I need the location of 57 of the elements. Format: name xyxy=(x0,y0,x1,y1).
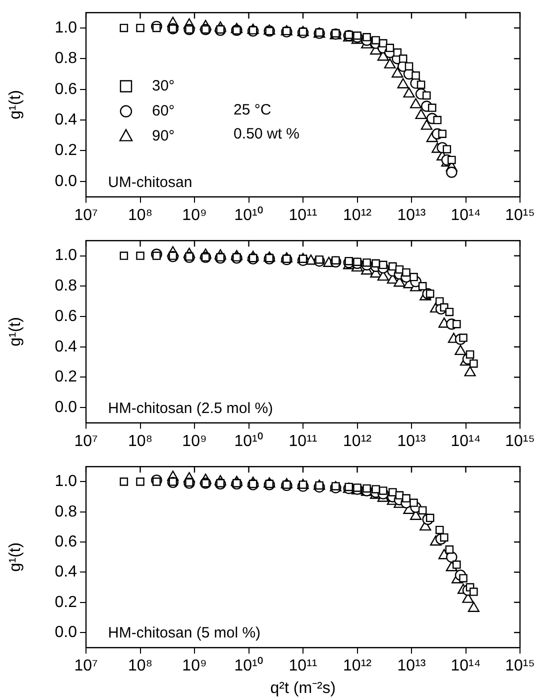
x-tick-label: 10¹³ xyxy=(397,432,426,450)
x-tick-label: 10¹⁴ xyxy=(450,658,481,675)
x-tick-label: 10⁷ xyxy=(74,206,98,224)
y-tick-label: 0.8 xyxy=(54,50,78,68)
y-axis-title: g¹(t) xyxy=(7,317,24,346)
x-tick-label: 10⁷ xyxy=(74,432,98,450)
x-tick-label: 10¹³ xyxy=(397,206,426,224)
y-tick-label: 0.2 xyxy=(54,368,78,386)
annotation: 25 °C xyxy=(234,101,272,118)
x-tick-label: 10⁹ xyxy=(182,206,207,224)
x-tick-label: 10¹⁰ xyxy=(234,206,264,224)
y-tick-label: 1.0 xyxy=(54,19,78,36)
y-tick-label: 0.8 xyxy=(54,503,78,520)
x-tick-label: 10⁸ xyxy=(128,432,153,450)
y-tick-label: 1.0 xyxy=(54,247,78,264)
y-axis-title: g¹(t) xyxy=(7,90,24,120)
x-tick-label: 10¹⁴ xyxy=(450,206,481,224)
annotation: HM-chitosan (2.5 mol %) xyxy=(108,400,274,417)
y-tick-label: 0.2 xyxy=(54,594,78,611)
x-tick-label: 10¹⁵ xyxy=(505,658,535,675)
x-axis-title: q²t (m⁻²s) xyxy=(270,680,336,697)
x-tick-label: 10⁹ xyxy=(182,432,207,450)
y-tick-label: 1.0 xyxy=(54,473,78,490)
y-tick-label: 0.2 xyxy=(54,142,78,160)
y-tick-label: 0.4 xyxy=(54,111,78,128)
x-tick-label: 10¹⁴ xyxy=(450,432,481,450)
x-tick-label: 10¹² xyxy=(343,206,372,224)
x-tick-label: 10¹⁰ xyxy=(234,656,264,675)
annotation: 0.50 wt % xyxy=(234,125,300,142)
x-tick-label: 10⁹ xyxy=(182,658,207,675)
x-tick-label: 10¹⁵ xyxy=(505,206,535,224)
x-tick-label: 10¹⁵ xyxy=(505,432,535,450)
y-tick-label: 0.4 xyxy=(54,564,78,581)
x-tick-label: 10¹¹ xyxy=(288,432,318,450)
y-tick-label: 0.0 xyxy=(54,399,78,416)
legend-label: 60° xyxy=(152,102,175,120)
legend-label: 90° xyxy=(152,127,175,144)
x-tick-label: 10⁷ xyxy=(74,658,98,675)
x-tick-label: 10⁸ xyxy=(128,658,153,675)
x-tick-label: 10¹² xyxy=(343,432,372,450)
y-axis-title: g¹(t) xyxy=(7,542,24,572)
legend-label: 30° xyxy=(152,77,175,94)
x-tick-label: 10¹¹ xyxy=(288,658,318,675)
y-tick-label: 0.4 xyxy=(54,338,78,356)
y-tick-label: 0.0 xyxy=(54,172,78,190)
x-tick-label: 10¹¹ xyxy=(288,206,318,224)
y-tick-label: 0.6 xyxy=(54,533,78,550)
y-tick-label: 0.0 xyxy=(54,624,78,641)
annotation: UM-chitosan xyxy=(108,174,192,191)
y-tick-label: 0.6 xyxy=(54,80,78,98)
x-tick-label: 10⁸ xyxy=(128,206,153,224)
x-tick-label: 10¹³ xyxy=(397,658,426,675)
y-tick-label: 0.6 xyxy=(54,308,78,325)
annotation: HM-chitosan (5 mol %) xyxy=(108,624,261,642)
x-tick-label: 10¹² xyxy=(343,658,372,675)
y-tick-label: 0.8 xyxy=(54,278,78,295)
x-tick-label: 10¹⁰ xyxy=(234,432,264,450)
